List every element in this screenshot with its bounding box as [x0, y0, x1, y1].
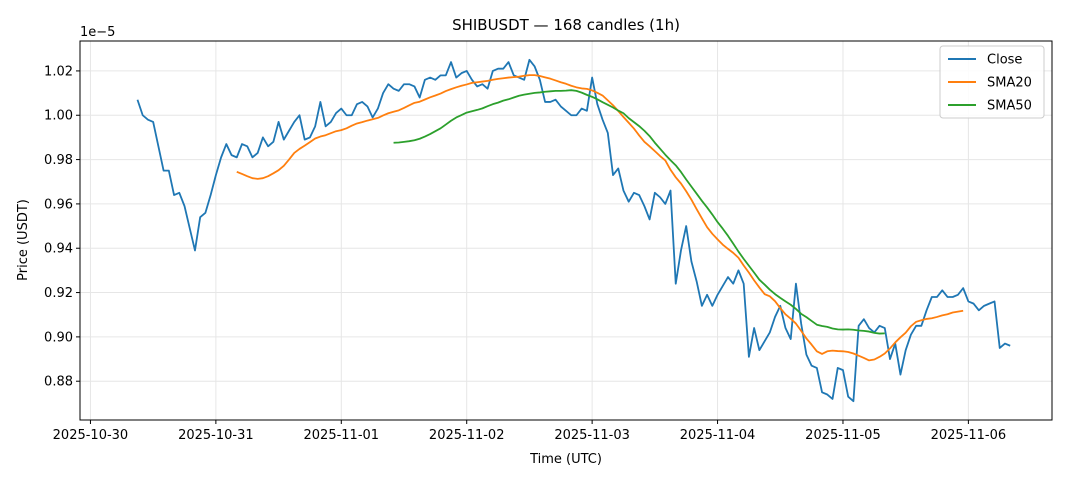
y-tick-label: 0.96 — [44, 197, 73, 212]
y-tick-label: 0.88 — [44, 375, 73, 390]
x-tick-label: 2025-10-30 — [53, 428, 129, 443]
y-axis-ticks: 0.88 0.90 0.92 0.94 0.96 0.98 1.00 1.02 — [44, 64, 80, 390]
x-tick-label: 2025-10-31 — [178, 428, 254, 443]
x-tick-label: 2025-11-01 — [304, 428, 380, 443]
axes-frame — [79, 40, 1053, 421]
y-offset-label: 1e−5 — [80, 25, 115, 40]
grid — [80, 41, 1052, 420]
y-tick-label: 0.90 — [44, 330, 73, 345]
y-tick-label: 0.98 — [44, 153, 73, 168]
x-axis-label: Time (UTC) — [529, 452, 602, 467]
y-tick-label: 1.00 — [44, 109, 73, 124]
legend-label: SMA20 — [987, 76, 1032, 91]
x-tick-label: 2025-11-05 — [805, 428, 881, 443]
y-tick-label: 1.02 — [44, 64, 73, 79]
series-line-close — [136, 58, 1011, 403]
y-tick-label: 0.94 — [44, 242, 73, 257]
legend-box — [939, 45, 1045, 119]
x-tick-label: 2025-11-02 — [429, 428, 505, 443]
chart-title: SHIBUSDT — 168 candles (1h) — [452, 16, 680, 34]
series-line-sma50 — [393, 89, 885, 335]
x-tick-label: 2025-11-04 — [680, 428, 756, 443]
series-line-sma20 — [236, 74, 964, 362]
legend-label: SMA50 — [987, 99, 1032, 114]
x-tick-label: 2025-11-03 — [554, 428, 630, 443]
legend-label: Close — [987, 53, 1022, 68]
y-axis-label: Price (USDT) — [16, 199, 31, 281]
plot-area — [136, 58, 1011, 403]
y-tick-label: 0.92 — [44, 286, 73, 301]
x-axis-ticks: 2025-10-30 2025-10-31 2025-11-01 2025-11-02… — [53, 420, 1006, 443]
legend: Close SMA20 SMA50 — [939, 45, 1045, 119]
x-tick-label: 2025-11-06 — [931, 428, 1007, 443]
